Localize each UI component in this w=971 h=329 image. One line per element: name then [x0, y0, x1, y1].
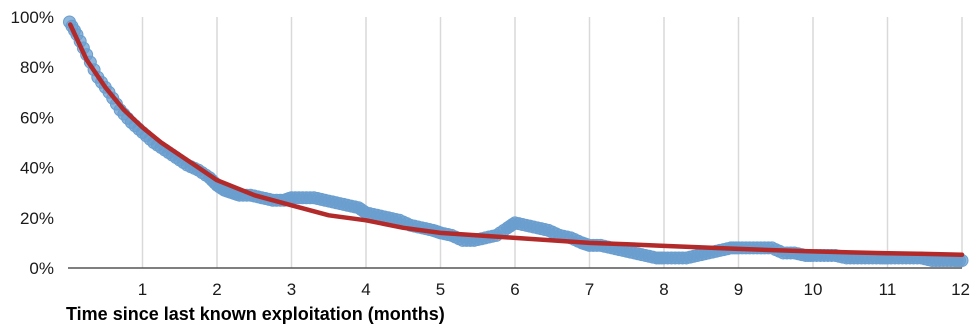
x-axis-title: Time since last known exploitation (mont…	[66, 304, 445, 324]
x-tick-label-0: 1	[138, 280, 147, 299]
y-tick-label-0: 0%	[29, 259, 54, 278]
x-tick-label-8: 9	[734, 280, 743, 299]
y-tick-label-1: 20%	[20, 209, 54, 228]
x-tick-label-2: 3	[287, 280, 296, 299]
fitted-curve-line	[67, 22, 965, 257]
x-tick-label-11: 12	[951, 280, 970, 299]
y-tick-label-5: 100%	[11, 8, 54, 27]
y-tick-label-3: 60%	[20, 108, 54, 127]
y-tick-labels: 0% 20% 40% 60% 80% 100%	[11, 8, 54, 278]
gridlines	[141, 17, 963, 268]
x-tick-labels: 1 2 3 4 5 6 7 8 9 10 11 12	[138, 280, 970, 299]
y-tick-label-2: 40%	[20, 159, 54, 178]
x-tick-label-3: 4	[361, 280, 370, 299]
fitted-curve	[67, 22, 965, 257]
x-tick-label-1: 2	[212, 280, 221, 299]
x-tick-label-9: 10	[804, 280, 823, 299]
x-tick-label-4: 5	[436, 280, 445, 299]
x-tick-label-5: 6	[510, 280, 519, 299]
y-tick-label-4: 80%	[20, 58, 54, 77]
x-tick-label-6: 7	[585, 280, 594, 299]
x-tick-label-7: 8	[659, 280, 668, 299]
x-tick-label-10: 11	[879, 280, 897, 299]
